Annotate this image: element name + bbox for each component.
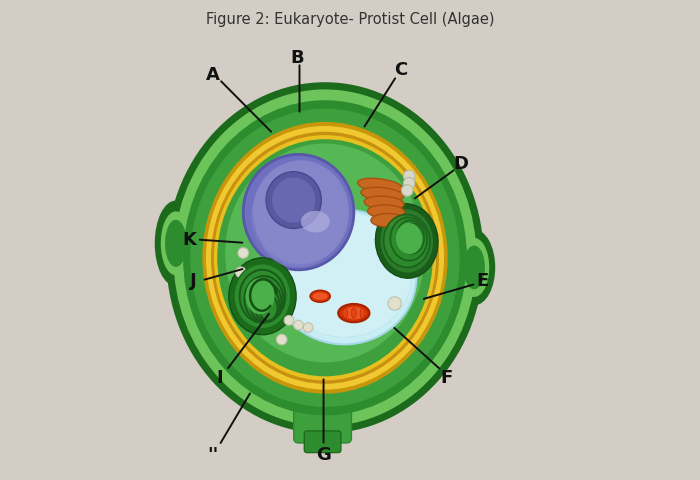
- Ellipse shape: [338, 304, 370, 323]
- Ellipse shape: [277, 213, 412, 337]
- Ellipse shape: [253, 161, 349, 264]
- Ellipse shape: [464, 247, 484, 289]
- Ellipse shape: [174, 90, 477, 426]
- Ellipse shape: [202, 123, 447, 394]
- Ellipse shape: [272, 210, 416, 345]
- Ellipse shape: [380, 209, 434, 274]
- Text: I: I: [217, 368, 223, 386]
- Ellipse shape: [225, 144, 425, 363]
- Circle shape: [388, 297, 402, 311]
- Text: E: E: [476, 272, 489, 290]
- Text: C: C: [394, 60, 407, 79]
- Ellipse shape: [214, 136, 436, 381]
- Text: B: B: [290, 48, 304, 67]
- Circle shape: [294, 321, 303, 330]
- Ellipse shape: [454, 231, 494, 305]
- Text: A: A: [206, 65, 220, 84]
- Ellipse shape: [391, 218, 427, 261]
- Ellipse shape: [312, 293, 328, 300]
- Ellipse shape: [162, 213, 190, 275]
- Ellipse shape: [460, 239, 489, 297]
- Text: Figure 2: Eukaryote- Protist Cell (Algae): Figure 2: Eukaryote- Protist Cell (Algae…: [206, 12, 494, 27]
- Circle shape: [403, 178, 415, 190]
- Circle shape: [303, 323, 313, 333]
- Ellipse shape: [364, 197, 404, 210]
- Text: J: J: [190, 272, 197, 290]
- Ellipse shape: [251, 169, 346, 265]
- Ellipse shape: [272, 178, 316, 223]
- Ellipse shape: [368, 205, 405, 219]
- Ellipse shape: [375, 204, 438, 278]
- Circle shape: [235, 267, 246, 278]
- Text: F: F: [440, 368, 452, 386]
- Circle shape: [284, 316, 294, 325]
- Ellipse shape: [397, 221, 424, 254]
- Ellipse shape: [351, 308, 356, 319]
- Ellipse shape: [360, 308, 365, 319]
- Ellipse shape: [254, 180, 343, 267]
- Ellipse shape: [190, 109, 460, 407]
- Ellipse shape: [310, 290, 330, 302]
- Ellipse shape: [358, 179, 403, 193]
- Ellipse shape: [342, 307, 366, 320]
- Text: D: D: [453, 154, 468, 172]
- Ellipse shape: [246, 278, 274, 315]
- Text: K: K: [182, 231, 196, 249]
- Ellipse shape: [166, 221, 186, 267]
- Ellipse shape: [155, 202, 196, 286]
- Ellipse shape: [404, 224, 421, 248]
- Ellipse shape: [266, 172, 321, 229]
- Ellipse shape: [217, 140, 433, 376]
- Ellipse shape: [301, 211, 330, 233]
- Ellipse shape: [211, 132, 439, 384]
- Ellipse shape: [371, 214, 405, 228]
- Ellipse shape: [258, 190, 340, 268]
- Circle shape: [238, 248, 248, 259]
- Circle shape: [241, 306, 252, 316]
- Text: '': '': [207, 444, 218, 463]
- Ellipse shape: [243, 155, 354, 270]
- Ellipse shape: [206, 127, 444, 390]
- Ellipse shape: [234, 264, 290, 329]
- Circle shape: [276, 335, 287, 345]
- Ellipse shape: [384, 215, 430, 268]
- Ellipse shape: [396, 224, 422, 254]
- Ellipse shape: [343, 308, 348, 319]
- Text: G: G: [316, 444, 331, 463]
- Circle shape: [238, 287, 248, 297]
- Circle shape: [402, 185, 413, 197]
- Ellipse shape: [361, 188, 403, 202]
- FancyBboxPatch shape: [294, 390, 351, 443]
- Ellipse shape: [183, 101, 467, 415]
- Circle shape: [403, 171, 415, 182]
- Ellipse shape: [167, 83, 484, 433]
- Ellipse shape: [229, 258, 296, 335]
- FancyBboxPatch shape: [304, 431, 341, 453]
